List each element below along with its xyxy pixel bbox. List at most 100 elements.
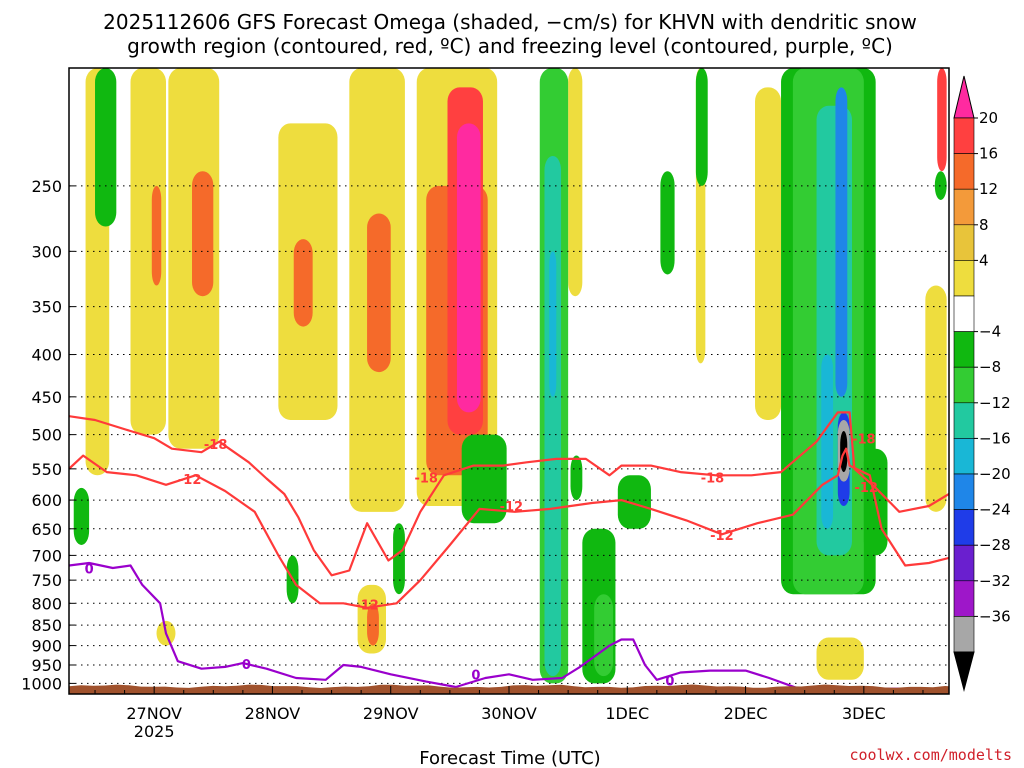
y-tick-label-300: 300	[31, 242, 62, 261]
x-tick-label-29NOV: 29NOV	[363, 704, 419, 723]
y-tick-label-700: 700	[31, 546, 62, 565]
y-tick-label-600: 600	[31, 491, 62, 510]
contour-label-12: 0	[665, 675, 674, 690]
omega-region-18	[937, 68, 947, 172]
x-tick-label-28NOV: 28NOV	[245, 704, 301, 723]
omega-region-8	[367, 213, 391, 373]
colorbar-label-6: −8	[979, 358, 1001, 376]
omega-region-41	[821, 354, 834, 529]
colorbar-label-11: −28	[979, 536, 1011, 554]
colorbar-label-8: −16	[979, 429, 1011, 447]
y-tick-label-650: 650	[31, 520, 62, 539]
x-tick-label-1DEC: 1DEC	[605, 704, 649, 723]
y-axis: 250 300 350 400 450 500 550 600 650 700 750 800 850 9…	[21, 177, 75, 693]
omega-region-30	[544, 155, 562, 677]
omega-region-27	[461, 434, 507, 524]
omega-region-14	[568, 68, 583, 297]
y-tick-label-1000: 1000	[21, 674, 62, 693]
x-tick-label-30NOV: 30NOV	[481, 704, 537, 723]
colorbar-band-3	[953, 224, 975, 261]
colorbar-band-0	[953, 117, 975, 154]
colorbar-band-14	[953, 616, 975, 653]
omega-region-24	[73, 487, 90, 545]
x-tick-label-2DEC: 2DEC	[724, 704, 768, 723]
contour-label-6: -12	[710, 529, 734, 544]
omega-region-2	[151, 185, 162, 286]
omega-region-47	[934, 171, 947, 200]
y-tick-label-450: 450	[31, 388, 62, 407]
grid-lines	[69, 185, 949, 684]
omega-region-42	[835, 87, 848, 397]
colorbar-band-10	[953, 473, 975, 510]
colorbar: 20 16 12 8 4 −4 −8 −12 −16 −20 −24 −28 −32 −36	[953, 75, 1011, 692]
colorbar-band-2	[953, 188, 975, 226]
contour-labels: -18 -12 -18 -12 -12 -18 -12 -18 -12 0 0 0 0	[85, 433, 878, 690]
contour-label-2: -18	[414, 472, 438, 487]
colorbar-band-8	[953, 402, 975, 439]
y-tick-label-250: 250	[31, 177, 62, 196]
chart-title-line-1: 2025112606 GFS Forecast Omega (shaded, −…	[103, 10, 917, 34]
omega-region-32	[570, 455, 583, 501]
omega-region-23	[95, 68, 117, 227]
omega-region-17	[925, 285, 947, 512]
omega-region-6	[293, 239, 313, 327]
omega-region-22	[816, 637, 864, 680]
y-tick-label-400: 400	[31, 346, 62, 365]
contour-label-10: 0	[242, 658, 251, 673]
contour-minus18	[69, 411, 949, 577]
contour-label-9: 0	[85, 562, 94, 577]
y-tick-label-550: 550	[31, 460, 62, 479]
colorbar-label-13: −36	[979, 607, 1011, 625]
omega-region-20	[367, 603, 379, 646]
colorbar-label-3: 8	[979, 216, 989, 234]
colorbar-label-7: −12	[979, 394, 1011, 412]
colorbar-label-9: −20	[979, 465, 1011, 483]
y-tick-label-500: 500	[31, 426, 62, 445]
contour-minus12	[69, 447, 949, 609]
y-tick-label-850: 850	[31, 616, 62, 635]
contour-label-3: -12	[355, 599, 379, 614]
colorbar-band-6	[953, 331, 975, 368]
omega-region-31	[549, 251, 557, 397]
colorbar-label-12: −32	[979, 572, 1011, 590]
contour-label-0: -18	[204, 438, 228, 453]
contour-label-7: -18	[852, 433, 876, 448]
omega-region-13	[464, 213, 476, 405]
omega-region-4	[192, 171, 214, 297]
x-tick-label-27NOV: 27NOV	[126, 704, 182, 723]
contour-label-1: -12	[178, 473, 202, 488]
colorbar-band-1	[953, 153, 975, 190]
omega-region-16	[755, 87, 782, 420]
colorbar-bottom-arrow	[953, 651, 975, 692]
omega-shading	[73, 68, 947, 684]
colorbar-band-12	[953, 544, 975, 582]
credit-text: coolwx.com/modelts	[849, 746, 1012, 764]
y-tick-label-800: 800	[31, 594, 62, 613]
colorbar-band-5	[953, 295, 975, 332]
colorbar-label-1: 16	[979, 145, 998, 163]
colorbar-label-0: 20	[979, 109, 998, 127]
omega-region-36	[660, 171, 675, 275]
chart-title-line-2: growth region (contoured, red, ºC) and f…	[127, 34, 893, 58]
colorbar-band-11	[953, 509, 975, 546]
contour-label-4: -12	[500, 500, 524, 515]
y-tick-label-900: 900	[31, 637, 62, 656]
y-tick-label-750: 750	[31, 571, 62, 590]
contour-lines	[69, 411, 949, 690]
omega-region-35	[617, 475, 651, 529]
y-tick-label-350: 350	[31, 298, 62, 317]
colorbar-band-4	[953, 260, 975, 297]
contour-label-5: -18	[701, 472, 725, 487]
omega-region-26	[393, 523, 405, 595]
contour-freezing-level	[69, 561, 949, 690]
omega-region-34	[594, 594, 614, 677]
contour-label-8: -12	[854, 481, 878, 496]
colorbar-band-9	[953, 438, 975, 475]
x-tick-year: 2025	[134, 722, 175, 741]
colorbar-label-2: 12	[979, 180, 998, 198]
colorbar-label-10: −24	[979, 501, 1011, 519]
colorbar-band-7	[953, 366, 975, 404]
colorbar-top-arrow	[953, 75, 975, 119]
